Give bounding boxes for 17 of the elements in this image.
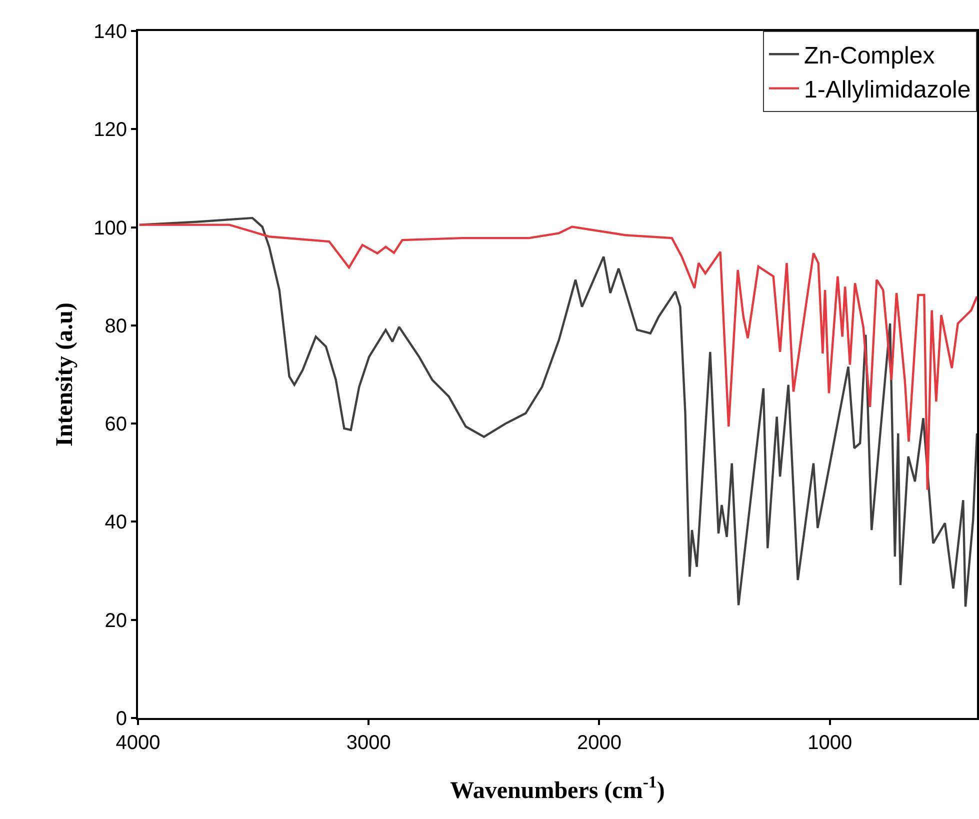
x-tick-label: 2000	[576, 732, 622, 754]
line-series	[138, 224, 977, 491]
y-tick-label: 120	[94, 119, 127, 142]
y-tick-label: 60	[104, 414, 127, 436]
y-tick-label: 20	[104, 610, 127, 632]
y-tick-label: 80	[104, 315, 127, 338]
legend-label: Zn-Complex	[804, 42, 935, 70]
x-tick-label: 4000	[116, 732, 160, 754]
y-axis-title: Intensity (a.u)	[52, 302, 78, 447]
y-tick-label: 140	[94, 21, 127, 43]
y-tick-label: 40	[104, 512, 127, 534]
y-tick-label: 100	[94, 217, 127, 240]
y-tick-label: 0	[116, 708, 127, 730]
x-tick-label: 1000	[808, 732, 852, 754]
x-tick-label: 3000	[346, 732, 391, 754]
x-axis-title: Wavenumbers (cm$^{-1}$)	[450, 772, 665, 804]
legend-label: 1-Allylimidazole	[804, 76, 971, 104]
